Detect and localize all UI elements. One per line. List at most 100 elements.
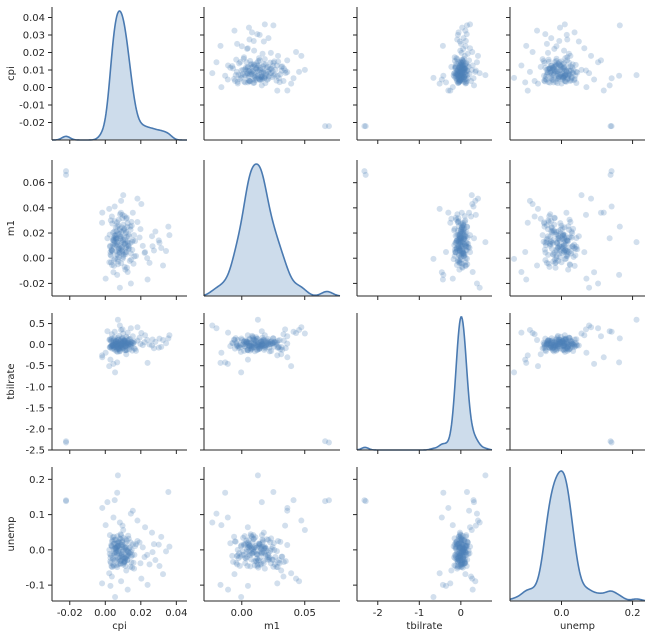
scatter-point	[461, 536, 468, 543]
scatter-point	[110, 343, 117, 350]
scatter-point	[116, 535, 123, 542]
scatter-point	[445, 209, 452, 216]
scatter-point	[461, 76, 468, 83]
scatter-point	[249, 68, 256, 75]
scatter-point	[259, 74, 266, 81]
scatter-point	[115, 341, 122, 348]
scatter-point	[124, 220, 131, 227]
scatter-point	[129, 209, 136, 216]
scatter-point	[120, 534, 127, 541]
scatter-point	[544, 233, 551, 240]
scatter-point	[547, 62, 554, 69]
scatter-point	[116, 347, 123, 354]
scatter-point	[454, 76, 461, 83]
y-tick-label-cpi: 0.04	[23, 13, 45, 24]
scatter-point	[551, 344, 558, 351]
scatter-point	[260, 557, 267, 564]
scatter-point	[565, 343, 572, 350]
scatter-point	[106, 550, 113, 557]
scatter-point	[118, 342, 125, 349]
scatter-point	[262, 342, 269, 349]
scatter-point	[541, 77, 548, 84]
scatter-point	[213, 510, 220, 517]
scatter-point	[461, 69, 468, 76]
scatter-point	[119, 339, 126, 346]
scatter-point	[117, 209, 124, 216]
scatter-point	[608, 123, 615, 130]
scatter-point	[559, 65, 566, 72]
scatter-point	[549, 227, 556, 234]
scatter-point	[274, 72, 281, 79]
scatter-point	[239, 341, 246, 348]
scatter-point	[573, 234, 580, 241]
scatter-point	[539, 232, 546, 239]
scatter-point	[551, 67, 558, 74]
scatter-point	[126, 257, 133, 264]
scatter-point	[107, 343, 114, 350]
scatter-point	[237, 58, 244, 65]
scatter-point	[552, 231, 559, 238]
scatter-point	[238, 369, 245, 376]
scatter-point	[544, 338, 551, 345]
scatter-point	[591, 360, 598, 367]
scatter-point	[270, 335, 277, 342]
scatter-point	[256, 76, 263, 83]
scatter-point	[451, 54, 458, 61]
scatter-point	[256, 555, 263, 562]
scatter-point	[165, 223, 172, 230]
scatter-point	[244, 347, 251, 354]
scatter-point	[272, 554, 279, 561]
x-tick-label-tbilrate: -2	[373, 608, 383, 619]
scatter-point	[534, 80, 541, 87]
scatter-point	[564, 54, 571, 61]
scatter-point	[452, 232, 459, 239]
scatter-point	[608, 203, 615, 210]
scatter-point	[256, 345, 263, 352]
scatter-point	[149, 529, 156, 536]
scatter-point	[238, 336, 245, 343]
scatter-point	[451, 57, 458, 64]
scatter-point	[565, 70, 572, 77]
scatter-point	[454, 562, 461, 569]
scatter-point	[111, 545, 118, 552]
scatter-point	[462, 71, 469, 78]
scatter-point	[568, 248, 575, 255]
scatter-point	[106, 231, 113, 238]
scatter-point	[264, 341, 271, 348]
scatter-point	[543, 40, 550, 47]
scatter-point	[471, 82, 477, 89]
scatter-point	[542, 335, 549, 342]
scatter-point	[462, 80, 469, 87]
scatter-point	[561, 242, 568, 249]
scatter-point	[120, 554, 127, 561]
scatter-point	[559, 346, 566, 353]
scatter-point	[453, 216, 460, 223]
scatter-point	[552, 63, 559, 70]
scatter-point	[134, 324, 141, 331]
scatter-point	[244, 356, 251, 363]
scatter-point	[456, 72, 463, 79]
scatter-point	[120, 527, 127, 534]
scatter-point	[246, 542, 253, 549]
scatter-point	[63, 168, 70, 175]
scatter-point	[130, 340, 136, 347]
scatter-point	[124, 341, 131, 348]
scatter-point	[114, 343, 121, 350]
scatter-point	[245, 340, 252, 347]
scatter-point	[562, 255, 569, 262]
scatter-point	[240, 341, 247, 348]
scatter-point	[279, 63, 286, 70]
scatter-point	[120, 339, 127, 346]
scatter-point	[127, 226, 134, 233]
scatter-point	[547, 233, 554, 240]
scatter-point	[117, 338, 124, 345]
scatter-point	[582, 67, 589, 74]
scatter-point	[280, 573, 287, 580]
scatter-point	[541, 246, 548, 253]
scatter-point	[144, 581, 151, 588]
scatter-point	[125, 243, 132, 250]
scatter-point	[452, 555, 459, 562]
scatter-point	[293, 575, 300, 582]
scatter-point	[461, 560, 468, 567]
scatter-point	[277, 346, 284, 353]
